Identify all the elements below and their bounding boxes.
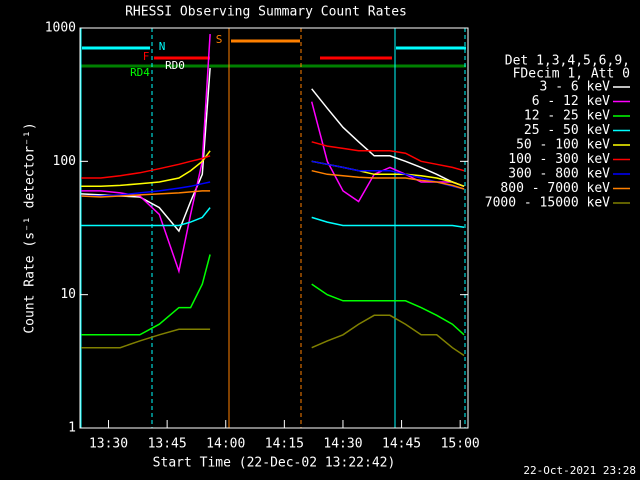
legend-label: 12 - 25 keV bbox=[524, 109, 610, 124]
x-axis-label: Start Time (22-Dec-02 13:22:42) bbox=[153, 456, 396, 471]
y-tick-label: 1 bbox=[68, 421, 76, 436]
series-line bbox=[81, 254, 465, 336]
legend-label: 300 - 800 keV bbox=[508, 167, 610, 182]
series-line bbox=[81, 169, 465, 198]
legend-label: 100 - 300 keV bbox=[508, 152, 610, 167]
chart-title: RHESSI Observing Summary Count Rates bbox=[125, 5, 407, 20]
legend-label: 800 - 7000 keV bbox=[500, 181, 610, 196]
y-tick-label: 1000 bbox=[45, 21, 76, 36]
legend-header: FDecim 1, Att 0 bbox=[513, 67, 630, 82]
x-tick-label: 13:30 bbox=[89, 437, 128, 452]
annotation: RD4 bbox=[130, 66, 150, 79]
legend-label: 50 - 100 keV bbox=[516, 138, 610, 153]
series-line bbox=[81, 68, 465, 233]
legend-label: 6 - 12 keV bbox=[532, 94, 610, 109]
annotation: N bbox=[159, 40, 166, 53]
annotation: S bbox=[216, 33, 223, 46]
series-line bbox=[81, 207, 465, 229]
y-axis-label: Count Rate (s⁻¹ detector⁻¹) bbox=[23, 122, 38, 333]
x-tick-label: 14:45 bbox=[382, 437, 421, 452]
legend-label: 7000 - 15000 keV bbox=[485, 196, 610, 211]
x-tick-label: 15:00 bbox=[441, 437, 480, 452]
plot-frame bbox=[79, 27, 469, 429]
annotation: F bbox=[143, 50, 150, 63]
legend-label: 25 - 50 keV bbox=[524, 123, 610, 138]
x-tick-label: 14:15 bbox=[265, 437, 304, 452]
x-tick-label: 14:30 bbox=[323, 437, 362, 452]
series-line bbox=[81, 34, 465, 275]
legend-label: 3 - 6 keV bbox=[540, 80, 611, 95]
footer: 22-Oct-2021 23:28 bbox=[523, 464, 636, 477]
x-tick-label: 14:00 bbox=[206, 437, 245, 452]
y-tick-label: 10 bbox=[60, 287, 76, 302]
y-tick-label: 100 bbox=[53, 154, 76, 169]
series-line bbox=[81, 141, 465, 179]
series-line bbox=[81, 314, 465, 357]
state-bars bbox=[80, 28, 466, 428]
legend-header: Det 1,3,4,5,6,9, bbox=[505, 54, 630, 69]
x-tick-label: 13:45 bbox=[148, 437, 187, 452]
annotation: RD0 bbox=[165, 59, 185, 72]
series-line bbox=[81, 150, 465, 188]
